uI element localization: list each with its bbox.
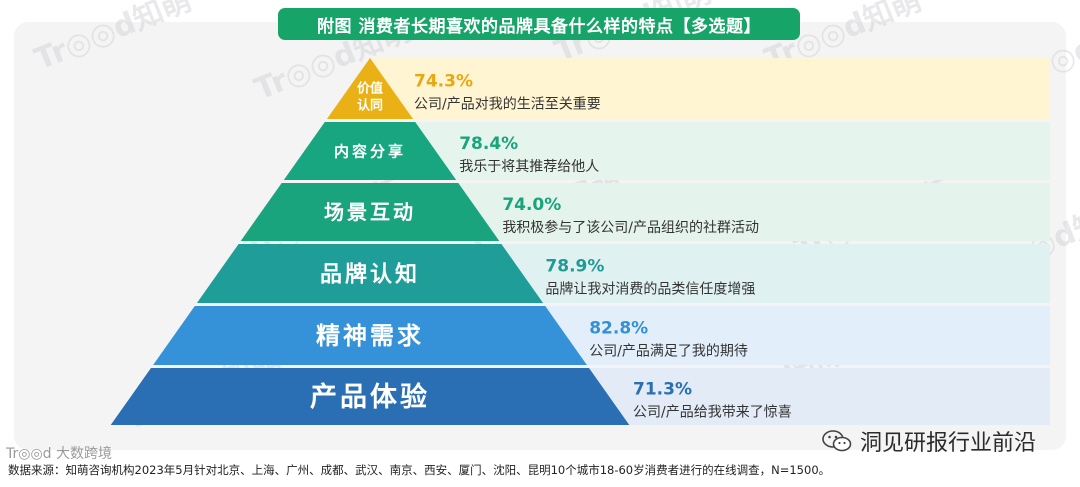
level-label: 价值认同	[357, 81, 383, 114]
pyramid-level: 价值认同 74.3% 公司/产品对我的生活至关重要	[326, 58, 1050, 119]
watermark-left: Tr◎◎d 大数跨境	[6, 446, 113, 462]
pyramid-slice	[153, 306, 587, 365]
source-note: 数据来源：知萌咨询机构2023年5月针对北京、上海、广州、成都、武汉、南京、西安…	[8, 463, 831, 477]
level-description: 公司/产品满足了我的期待	[589, 344, 748, 360]
level-value: 74.3%	[414, 72, 473, 92]
pyramid-level: 产品体验 71.3% 公司/产品给我带来了惊喜	[110, 368, 1050, 425]
level-value: 82.8%	[589, 319, 648, 339]
level-band	[415, 122, 1050, 180]
level-label: 产品体验	[310, 381, 430, 413]
level-band	[545, 306, 1050, 365]
wechat-icon	[822, 430, 852, 452]
level-description: 公司/产品对我的生活至关重要	[414, 97, 601, 113]
pyramid-level: 内容分享 78.4% 我乐于将其推荐给他人	[283, 122, 1050, 180]
pyramid-level: 场景互动 74.0% 我积极参与了该公司/产品组织的社群活动	[240, 183, 1051, 241]
pyramid-slice	[283, 122, 457, 180]
chart-title: 附图 消费者长期喜欢的品牌具备什么样的特点【多选题】	[278, 8, 800, 40]
level-description: 我积极参与了该公司/产品组织的社群活动	[502, 219, 759, 236]
pyramid-level: 品牌认知 78.9% 品牌让我对消费的品类信任度增强	[196, 244, 1050, 303]
watermark-text: Tr◎◎d知萌	[30, 0, 197, 77]
level-label: 内容分享	[334, 142, 406, 160]
pyramid-slice	[196, 244, 544, 303]
level-band	[370, 58, 1050, 119]
level-band	[589, 368, 1050, 425]
level-label: 精神需求	[316, 322, 424, 350]
level-value: 78.9%	[545, 257, 604, 277]
level-value: 78.4%	[459, 134, 518, 154]
pyramid-slice	[110, 368, 630, 425]
level-label: 品牌认知	[320, 261, 420, 287]
level-value: 71.3%	[633, 380, 692, 400]
level-description: 公司/产品给我带来了惊喜	[633, 405, 792, 421]
wechat-label: 洞见研报行业前沿	[860, 431, 1037, 456]
pyramid-slice	[240, 183, 500, 241]
level-value: 74.0%	[502, 195, 561, 215]
wechat-account: 洞见研报行业前沿	[822, 425, 1036, 457]
level-band	[501, 244, 1050, 303]
level-description: 品牌让我对消费的品类信任度增强	[545, 281, 755, 298]
pyramid-level: 精神需求 82.8% 公司/产品满足了我的期待	[153, 306, 1050, 365]
level-band	[458, 183, 1051, 241]
level-label: 场景互动	[324, 200, 416, 224]
level-description: 我乐于将其推荐给他人	[459, 159, 599, 175]
pyramid-slice	[326, 58, 414, 119]
